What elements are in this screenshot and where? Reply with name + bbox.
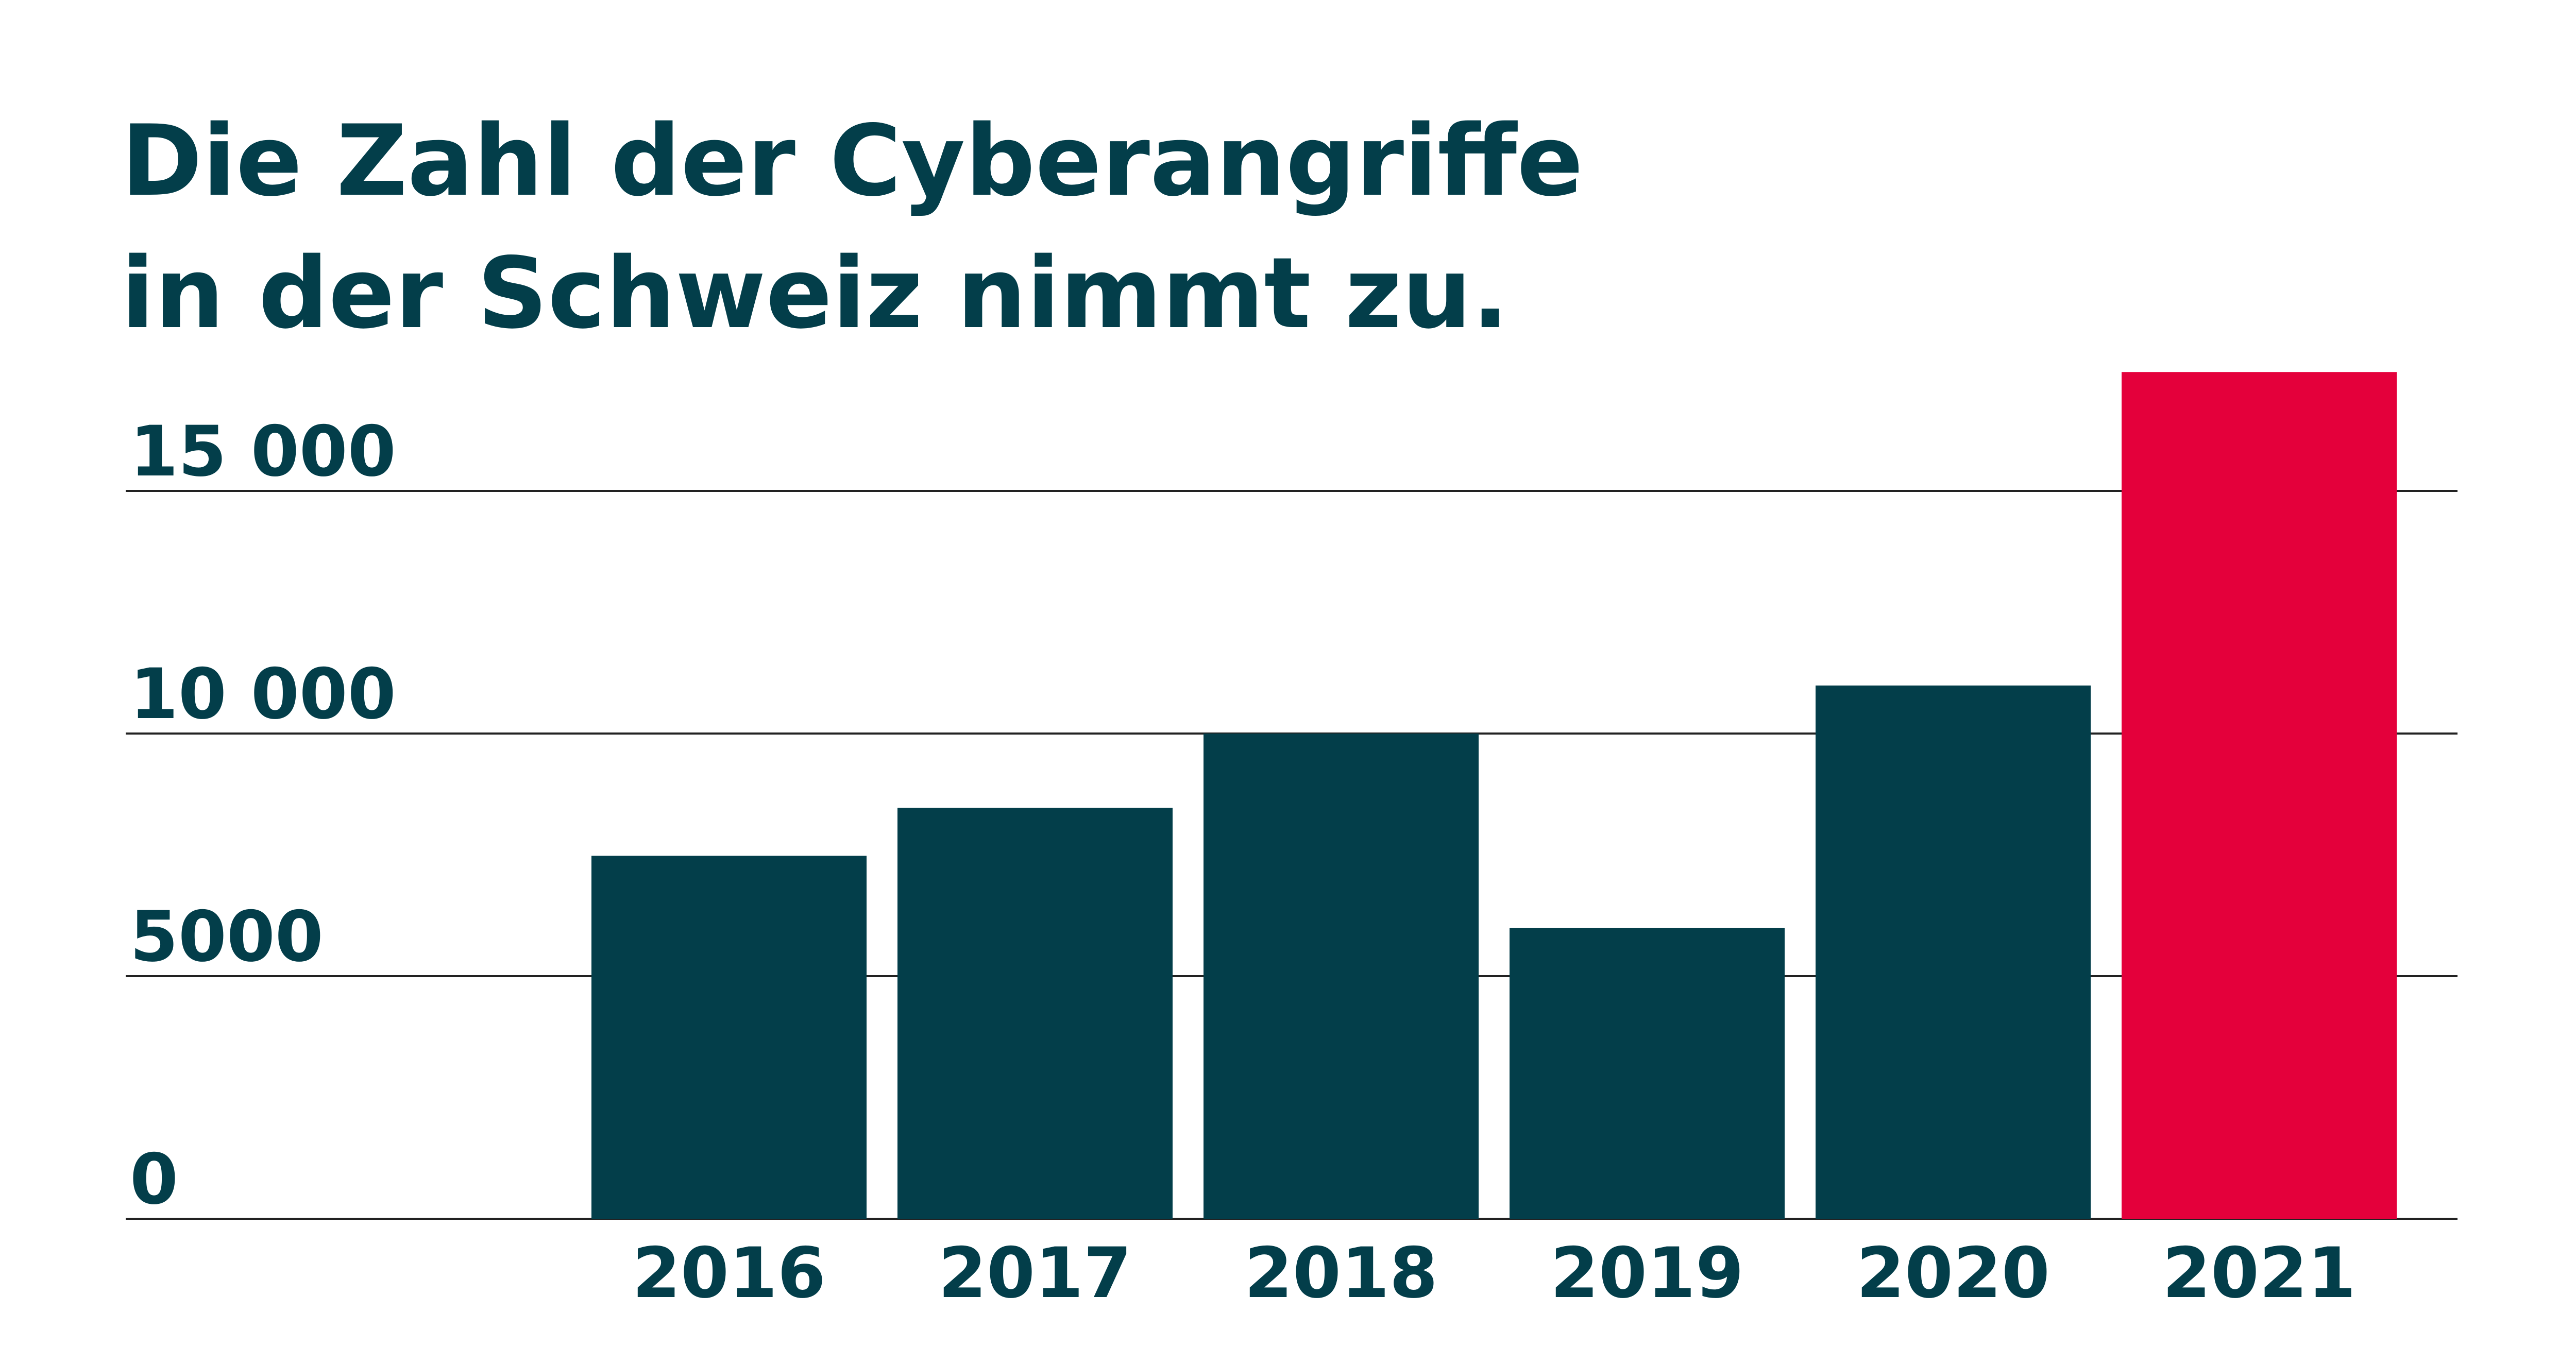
bar-2017 xyxy=(897,808,1173,1219)
x-tick-label: 2018 xyxy=(1244,1233,1438,1314)
bar-2019 xyxy=(1510,928,1785,1219)
x-tick-label: 2017 xyxy=(938,1233,1132,1314)
x-tick-label: 2021 xyxy=(2162,1233,2356,1314)
y-tick-label: 5000 xyxy=(130,896,324,977)
x-tick-label: 2019 xyxy=(1550,1233,1744,1314)
x-tick-label: 2020 xyxy=(1856,1233,2050,1314)
bar-2016 xyxy=(591,856,867,1219)
bar-2020 xyxy=(1816,685,2091,1219)
y-tick-label: 15 000 xyxy=(130,411,396,492)
bar-2018 xyxy=(1204,734,1479,1219)
bar-2021 xyxy=(2122,372,2397,1219)
chart-title-line-1: Die Zahl der Cyberangriffe xyxy=(121,104,1583,218)
y-tick-label: 0 xyxy=(130,1139,178,1220)
x-tick-label: 2016 xyxy=(632,1233,826,1314)
chart-title-line-2: in der Schweiz nimmt zu. xyxy=(121,236,1509,350)
y-tick-label: 10 000 xyxy=(130,654,396,735)
